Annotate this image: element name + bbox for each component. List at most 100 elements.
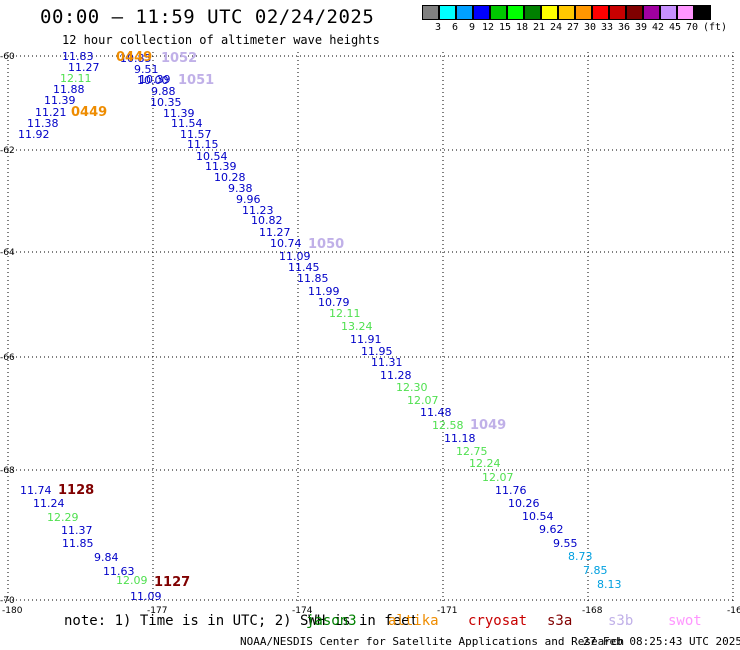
swh-observation: 11.09 <box>279 250 311 263</box>
swh-observation: 11.24 <box>33 497 65 510</box>
swh-observation: 11.85 <box>62 537 94 550</box>
swh-observation: 11.09 <box>130 590 162 603</box>
legend-swatch <box>541 5 558 20</box>
legend-swatch <box>490 5 507 20</box>
legend-swatch <box>694 5 711 20</box>
lat-tick-label: -70 <box>0 596 15 606</box>
swh-observation: 12.09 <box>116 574 148 587</box>
pass-number-label: 1049 <box>470 418 506 433</box>
swh-observation: 11.15 <box>187 138 219 151</box>
swh-observation: 10.26 <box>508 497 540 510</box>
swh-observation: 10.79 <box>318 296 350 309</box>
legend-swatch <box>456 5 473 20</box>
swh-observation: 11.39 <box>163 107 195 120</box>
swh-observation: 11.38 <box>27 117 59 130</box>
legend-label: 9 <box>469 22 476 33</box>
legend-swatch <box>677 5 694 20</box>
swh-observation: 11.31 <box>371 356 403 369</box>
swh-observation: 9.55 <box>553 537 578 550</box>
pass-labels-layer: 1052 1051 1050 1049 0449 0449 1128 1127 <box>58 50 506 590</box>
swh-observation: 12.11 <box>60 72 92 85</box>
swh-observation: 9.96 <box>236 193 261 206</box>
observations-layer: 11.8311.2712.1111.8811.3911.2111.3811.92… <box>18 50 622 603</box>
swh-observation: 7.85 <box>583 564 608 577</box>
swh-observation: 10.54 <box>196 150 228 163</box>
axis-ticks: -180 -177 -174 -171 -168 -16 -60 -62 -64 -66 -68 -7… <box>0 52 740 616</box>
swh-observation: 11.85 <box>297 272 329 285</box>
legend-swatch <box>575 5 592 20</box>
swh-observation: 12.58 <box>432 419 464 432</box>
swh-observation: 9.38 <box>228 182 253 195</box>
credit-line: NOAA/NESDIS Center for Satellite Applica… <box>240 635 625 648</box>
legend-label: 39 <box>635 22 648 33</box>
pass-number-label: 1050 <box>308 237 344 252</box>
lon-tick-label: -16 <box>727 606 740 616</box>
legend-label: 33 <box>601 22 614 33</box>
lat-tick-label: -60 <box>0 52 15 62</box>
lon-tick-label: -180 <box>2 606 23 616</box>
swh-observation: 11.91 <box>350 333 382 346</box>
swh-observation: 11.18 <box>444 432 476 445</box>
legend-label: 24 <box>550 22 563 33</box>
pass-number-label: 1128 <box>58 483 94 498</box>
swh-observation: 11.39 <box>44 94 76 107</box>
swh-observation: 12.11 <box>329 307 361 320</box>
swh-observation: 11.27 <box>259 226 291 239</box>
legend-label: 18 <box>516 22 529 33</box>
legend-label: 6 <box>452 22 459 33</box>
legend-label: 21 <box>533 22 546 33</box>
legend-label: 36 <box>618 22 631 33</box>
swh-observation: 11.23 <box>242 204 274 217</box>
swh-observation: 10.35 <box>150 96 182 109</box>
legend-label: 27 <box>567 22 580 33</box>
legend-swatch <box>609 5 626 20</box>
pass-number-label: 0449 <box>116 50 152 65</box>
wave-height-legend: 3 6 9 12 15 18 21 24 27 30 33 36 39 42 45 70 (ft) <box>422 5 727 34</box>
lon-tick-label: -177 <box>147 606 167 616</box>
swh-observation: 10.74 <box>270 237 302 250</box>
swh-observation: 11.88 <box>53 83 85 96</box>
legend-label: 70 <box>686 22 699 33</box>
lon-tick-label: -168 <box>582 606 603 616</box>
swh-observation: 10.28 <box>214 171 246 184</box>
swh-observation: 8.73 <box>568 550 593 563</box>
swh-observation: 10.54 <box>522 510 554 523</box>
satellite-label: s3a <box>547 613 573 629</box>
pass-number-label: 0449 <box>71 105 107 120</box>
swh-observation: 11.37 <box>61 524 93 537</box>
swh-observation: 11.74 <box>20 484 52 497</box>
swh-observation: 11.48 <box>420 406 452 419</box>
swh-observation: 9.88 <box>151 85 176 98</box>
map-title: 00:00 – 11:59 UTC 02/24/2025 <box>40 6 375 28</box>
swh-observation: 9.84 <box>94 551 119 564</box>
lat-tick-label: -68 <box>0 466 15 476</box>
swh-observation: 12.29 <box>47 511 79 524</box>
legend-label: 15 <box>499 22 512 33</box>
legend-swatch <box>626 5 643 20</box>
legend-swatch <box>422 5 439 20</box>
swh-observation: 10.39 <box>139 73 171 86</box>
swh-observation: 11.54 <box>171 117 203 130</box>
satellite-label: swot <box>668 613 702 629</box>
legend-swatch <box>660 5 677 20</box>
legend-swatch <box>558 5 575 20</box>
legend-swatch <box>473 5 490 20</box>
swh-observation: 12.30 <box>396 381 428 394</box>
footer-note: note: 1) Time is in UTC; 2) SWH is in fe… <box>64 613 419 629</box>
swh-observation: 12.75 <box>456 445 488 458</box>
satellite-label: altika <box>388 613 439 629</box>
legend-label: 30 <box>584 22 597 33</box>
legend-swatch <box>524 5 541 20</box>
legend-label: 3 <box>435 22 442 33</box>
legend-label: (ft) <box>703 22 728 33</box>
legend-label: 42 <box>652 22 665 33</box>
swh-observation: 11.92 <box>18 128 50 141</box>
generated-timestamp: 27 Feb 08:25:43 UTC 2025 <box>583 635 740 648</box>
swh-observation: 10.00 <box>137 74 169 87</box>
swh-observation: 11.45 <box>288 261 320 274</box>
swh-observation: 11.83 <box>62 50 94 63</box>
pass-number-label: 1127 <box>154 575 190 590</box>
lon-tick-label: -171 <box>437 606 457 616</box>
legend-swatch <box>643 5 660 20</box>
